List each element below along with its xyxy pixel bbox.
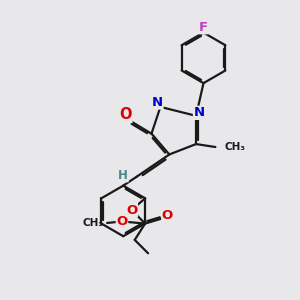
Text: F: F [199,21,208,34]
Text: N: N [194,106,205,119]
Text: H: H [118,169,128,182]
Text: N: N [152,96,163,109]
Text: CH₃: CH₃ [82,218,103,228]
Text: O: O [119,107,132,122]
Text: O: O [126,204,137,217]
Text: O: O [116,215,128,228]
Text: CH₃: CH₃ [224,142,245,152]
Text: O: O [162,209,173,222]
